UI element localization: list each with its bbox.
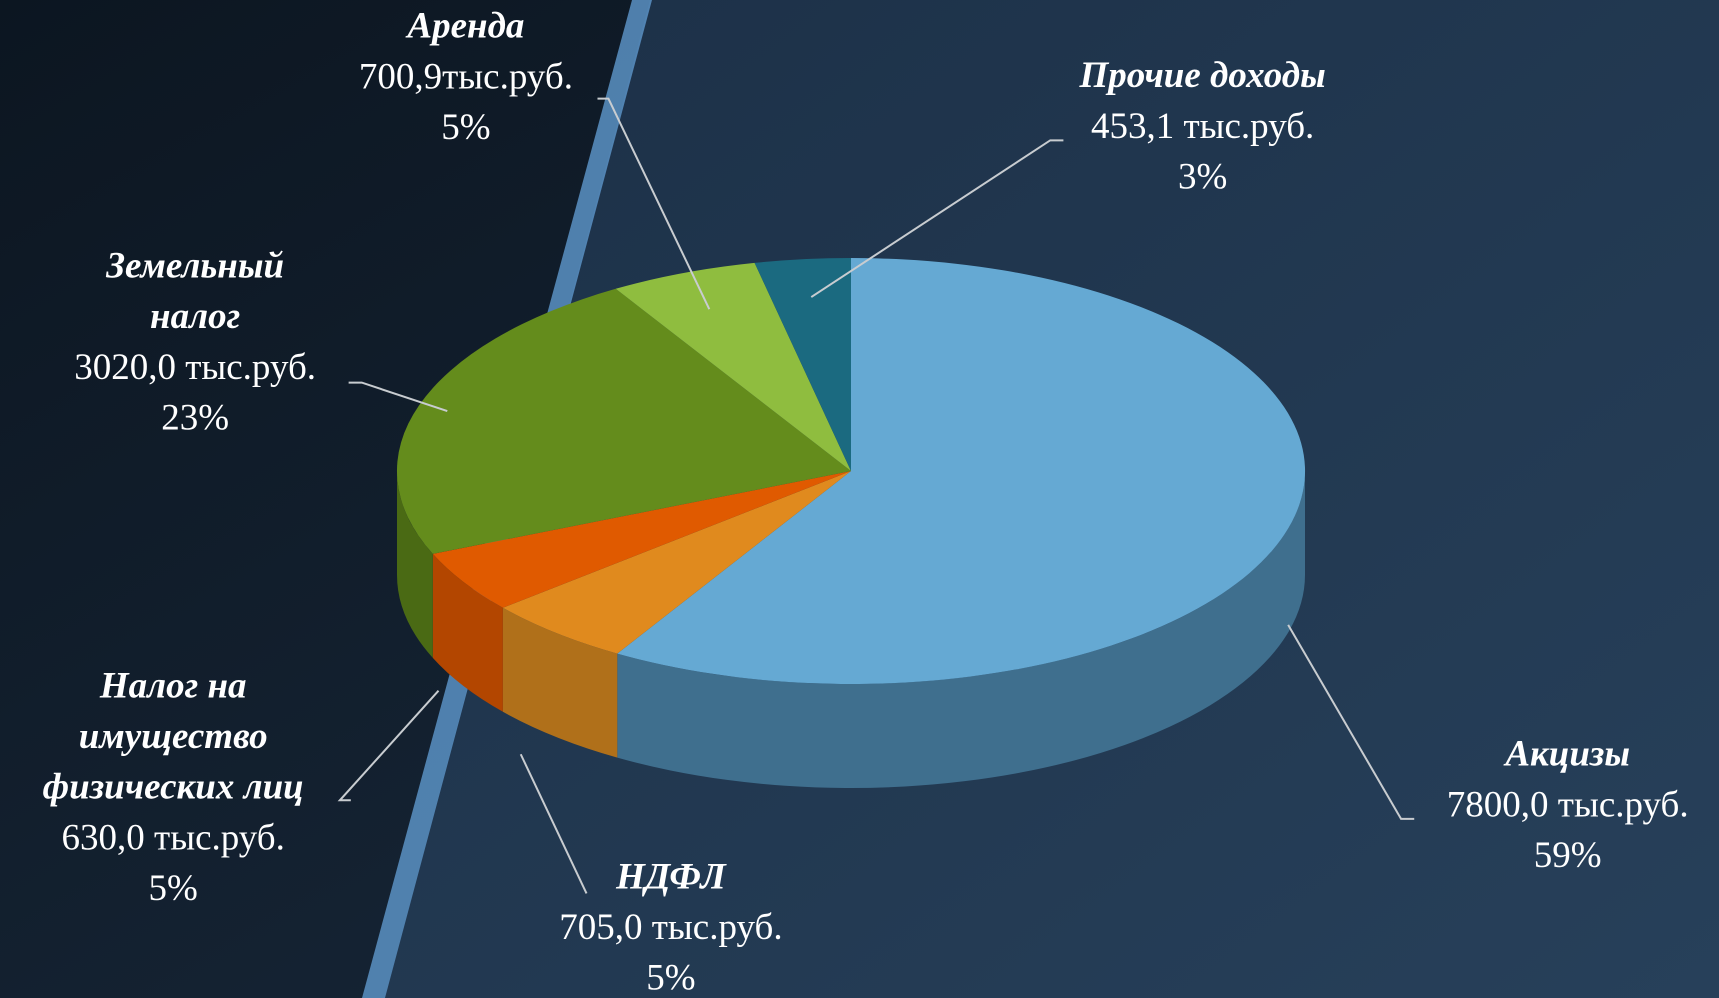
category-label: Земельный налог bbox=[105, 246, 284, 337]
slice bbox=[754, 258, 851, 471]
label-line: Налог на bbox=[99, 666, 247, 707]
label-line: Акцизы bbox=[1503, 734, 1630, 775]
category-label: Прочие доходы bbox=[1079, 55, 1326, 96]
slice-side bbox=[397, 471, 433, 658]
label-line: Прочие доходы bbox=[1079, 55, 1326, 96]
leader-line bbox=[1287, 624, 1415, 820]
label-line: имущество bbox=[79, 716, 268, 757]
percent-label: 3% bbox=[1178, 156, 1227, 197]
label-line: налог bbox=[150, 297, 240, 338]
slice-side bbox=[432, 553, 503, 712]
value-label: 700,9тыс.руб. bbox=[359, 57, 573, 98]
label-line: НДФЛ bbox=[615, 857, 727, 898]
slice bbox=[617, 258, 1306, 685]
slice bbox=[396, 288, 851, 554]
label-line: Аренда bbox=[405, 6, 524, 47]
slice-side bbox=[617, 471, 1305, 788]
percent-label: 59% bbox=[1534, 835, 1602, 876]
category-label: НДФЛ bbox=[615, 857, 727, 898]
value-label: 7800,0 тыс.руб. bbox=[1447, 784, 1689, 825]
slice bbox=[432, 471, 851, 608]
slice bbox=[615, 262, 851, 471]
label-line: Земельный bbox=[105, 246, 284, 287]
leader-line bbox=[337, 690, 440, 802]
leader-line bbox=[519, 753, 588, 894]
leader-line bbox=[597, 97, 711, 310]
leader-line bbox=[348, 381, 448, 413]
value-label: 705,0 тыс.руб. bbox=[559, 907, 782, 948]
category-label: Налог на имущество физических лиц bbox=[43, 666, 304, 808]
slice bbox=[502, 471, 851, 654]
value-label: 3020,0 тыс.руб. bbox=[74, 347, 316, 388]
percent-label: 5% bbox=[441, 107, 490, 148]
slice-side bbox=[502, 607, 618, 758]
leader-line bbox=[810, 139, 1064, 298]
value-label: 453,1 тыс.руб. bbox=[1091, 106, 1314, 147]
category-label: Аренда bbox=[405, 6, 524, 47]
category-label: Акцизы bbox=[1503, 734, 1630, 775]
pie: Акцизы 7800,0 тыс.руб. 59% НДФЛ 705,0 тыс.ру… bbox=[43, 6, 1689, 998]
value-label: 630,0 тыс.руб. bbox=[62, 817, 285, 858]
percent-label: 23% bbox=[161, 397, 229, 438]
percent-label: 5% bbox=[646, 958, 695, 998]
label-line: физических лиц bbox=[43, 767, 304, 808]
percent-label: 5% bbox=[149, 868, 198, 909]
